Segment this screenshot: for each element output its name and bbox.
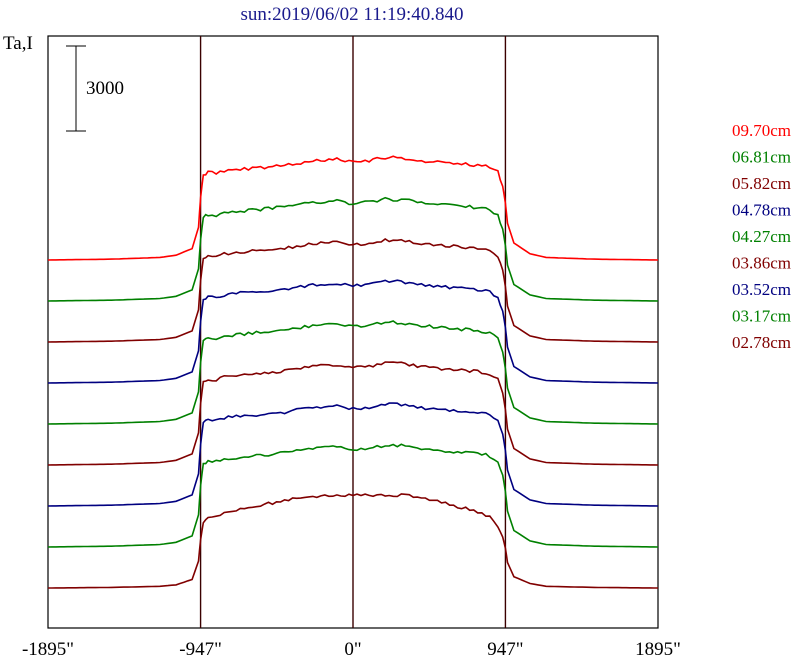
y-axis-label: Ta,I [3, 33, 33, 54]
legend-entry: 04.27cm [732, 227, 791, 246]
legend-entry: 03.52cm [732, 280, 791, 299]
series-line [47, 155, 659, 261]
x-tick-labels: -1895" -947" 0" 947" 1895" [22, 639, 681, 660]
legend: 09.70cm 06.81cm 05.82cm 04.78cm 04.27cm 03.86… [732, 121, 791, 352]
legend-entry: 05.82cm [732, 174, 791, 193]
legend-entry: 04.78cm [732, 201, 791, 220]
series-line [48, 493, 658, 589]
scale-bar: 3000 [66, 45, 124, 132]
legend-entry: 06.81cm [732, 148, 791, 167]
reference-lines [199, 36, 507, 628]
x-tick-label: 0" [344, 639, 361, 660]
series-line [47, 402, 659, 507]
legend-entry: 09.70cm [732, 121, 791, 140]
x-tick-label: 1895" [635, 639, 681, 660]
series-curves [47, 155, 659, 589]
legend-entry: 02.78cm [732, 333, 791, 352]
series-line [47, 196, 659, 302]
legend-entry: 03.17cm [732, 307, 791, 326]
chart-title: sun:2019/06/02 11:19:40.840 [240, 4, 463, 25]
series-line [47, 279, 659, 384]
x-tick-label: -1895" [22, 639, 74, 660]
legend-entry: 03.86cm [732, 254, 791, 273]
series-line [47, 361, 659, 466]
scale-bar-label: 3000 [86, 78, 124, 99]
x-tick-label: -947" [179, 639, 222, 660]
x-tick-label: 947" [487, 639, 523, 660]
series-line [47, 443, 659, 548]
series-line [47, 238, 659, 343]
series-line [47, 320, 659, 425]
